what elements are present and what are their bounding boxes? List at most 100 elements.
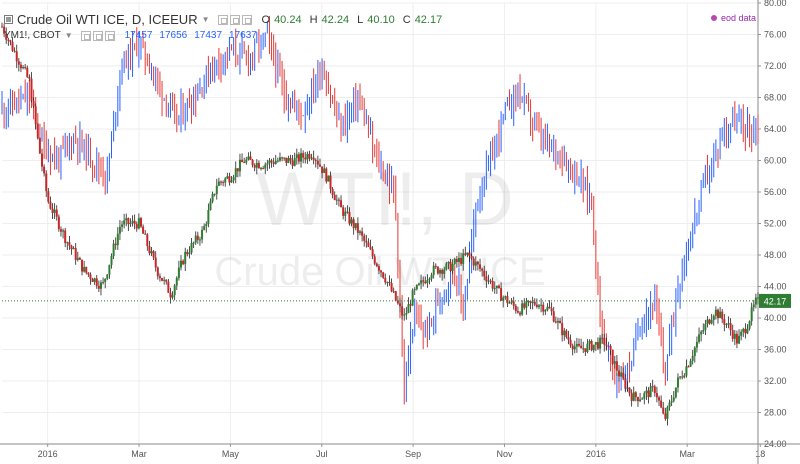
candle-body xyxy=(746,328,749,334)
candle-body xyxy=(213,193,216,195)
candle-body xyxy=(156,267,159,277)
candle-body xyxy=(43,166,46,174)
candle-body xyxy=(146,234,149,247)
ohlc-open-value: 40.24 xyxy=(274,13,302,26)
candle-body xyxy=(432,265,435,275)
x-tick-label: 2016 xyxy=(38,449,58,459)
candle-body xyxy=(57,216,60,230)
candle-body xyxy=(537,305,540,307)
candle-body xyxy=(727,323,730,325)
x-tick-label: Nov xyxy=(496,449,513,459)
y-tick-label: 56.00 xyxy=(764,187,787,197)
candle-body xyxy=(516,311,519,313)
candle-body xyxy=(196,235,199,240)
candle-body xyxy=(470,255,473,259)
candle-body xyxy=(390,282,393,292)
candle-body xyxy=(272,162,275,164)
candle-body xyxy=(289,158,292,161)
candle-body xyxy=(190,242,193,253)
candle-body xyxy=(716,309,719,319)
candle-body xyxy=(230,180,233,183)
candle-body xyxy=(11,41,14,51)
candle-body xyxy=(571,345,574,350)
candle-body xyxy=(531,301,534,303)
candle-body xyxy=(599,337,602,349)
candle-body xyxy=(171,295,174,298)
y-tick-label: 80.00 xyxy=(764,0,787,8)
candle-body xyxy=(565,330,568,338)
candle-body xyxy=(491,280,494,289)
candle-body xyxy=(639,399,642,402)
main-series-title[interactable]: Crude Oil WTI ICE, D, ICEEUR xyxy=(17,12,198,27)
candle-body xyxy=(698,334,701,342)
candle-body xyxy=(411,290,414,306)
y-tick-label: 48.00 xyxy=(764,250,787,260)
candle-body xyxy=(28,76,31,79)
candle-body xyxy=(93,278,96,282)
candle-body xyxy=(451,264,454,271)
close-icon[interactable] xyxy=(241,14,252,25)
candle-body xyxy=(434,265,437,267)
symbol-type-icon[interactable] xyxy=(4,15,13,24)
candle-body xyxy=(95,278,98,286)
candle-body xyxy=(504,296,507,298)
candle-body xyxy=(449,261,452,271)
candle-body xyxy=(335,199,338,201)
main-series-legend[interactable]: Crude Oil WTI ICE, D, ICEEUR ▼ O 40.24 H… xyxy=(4,12,446,27)
candle-body xyxy=(369,246,372,250)
compare-series-legend[interactable]: YM1!, CBOT ▼ 17457 17656 17437 17637 xyxy=(4,30,260,41)
candle-body xyxy=(519,312,522,315)
ohlc-high-value: 42.24 xyxy=(321,13,350,26)
candle-body xyxy=(611,349,614,364)
candle-body xyxy=(620,372,623,377)
candle-body xyxy=(388,282,391,284)
close-icon[interactable] xyxy=(104,30,115,41)
candle-body xyxy=(569,339,572,346)
candle-body xyxy=(628,387,631,394)
candle-body xyxy=(268,160,271,164)
compare-series-title[interactable]: YM1!, CBOT xyxy=(4,30,61,41)
candle-body xyxy=(26,67,29,77)
candle-body xyxy=(238,159,241,172)
candle-body xyxy=(624,378,627,389)
candle-body xyxy=(695,341,698,348)
candle-body xyxy=(249,156,252,160)
candle-body xyxy=(34,106,37,124)
x-tick-label: May xyxy=(222,449,240,459)
candle-body xyxy=(354,223,357,229)
candle-body xyxy=(81,259,84,272)
candle-body xyxy=(685,366,688,376)
settings-icon[interactable] xyxy=(80,30,91,41)
candle-body xyxy=(601,337,604,339)
candle-body xyxy=(603,337,606,345)
chevron-down-icon[interactable]: ▼ xyxy=(64,31,73,40)
settings-icon[interactable] xyxy=(217,14,228,25)
candle-body xyxy=(666,406,669,419)
candle-body xyxy=(173,285,176,296)
candle-body xyxy=(512,301,515,306)
chevron-down-icon[interactable]: ▼ xyxy=(201,15,210,24)
candle-body xyxy=(76,257,79,260)
hide-icon[interactable] xyxy=(229,14,240,25)
candle-body xyxy=(466,252,469,255)
candle-body xyxy=(392,291,395,293)
ohlc-high-key: H xyxy=(309,13,318,26)
candle-body xyxy=(291,160,294,166)
y-tick-label: 60.00 xyxy=(764,156,787,166)
candle-body xyxy=(70,245,73,250)
candle-body xyxy=(660,400,663,408)
candle-body xyxy=(110,256,113,265)
candle-body xyxy=(89,274,92,280)
candle-body xyxy=(399,303,402,307)
candle-body xyxy=(260,168,263,170)
candle-body xyxy=(586,343,589,352)
candle-body xyxy=(647,390,650,398)
hide-icon[interactable] xyxy=(92,30,103,41)
candle-body xyxy=(72,248,75,250)
candle-body xyxy=(325,168,328,182)
candle-body xyxy=(424,281,427,284)
candle-body xyxy=(158,276,161,279)
candle-body xyxy=(32,100,35,107)
candle-body xyxy=(15,51,18,62)
